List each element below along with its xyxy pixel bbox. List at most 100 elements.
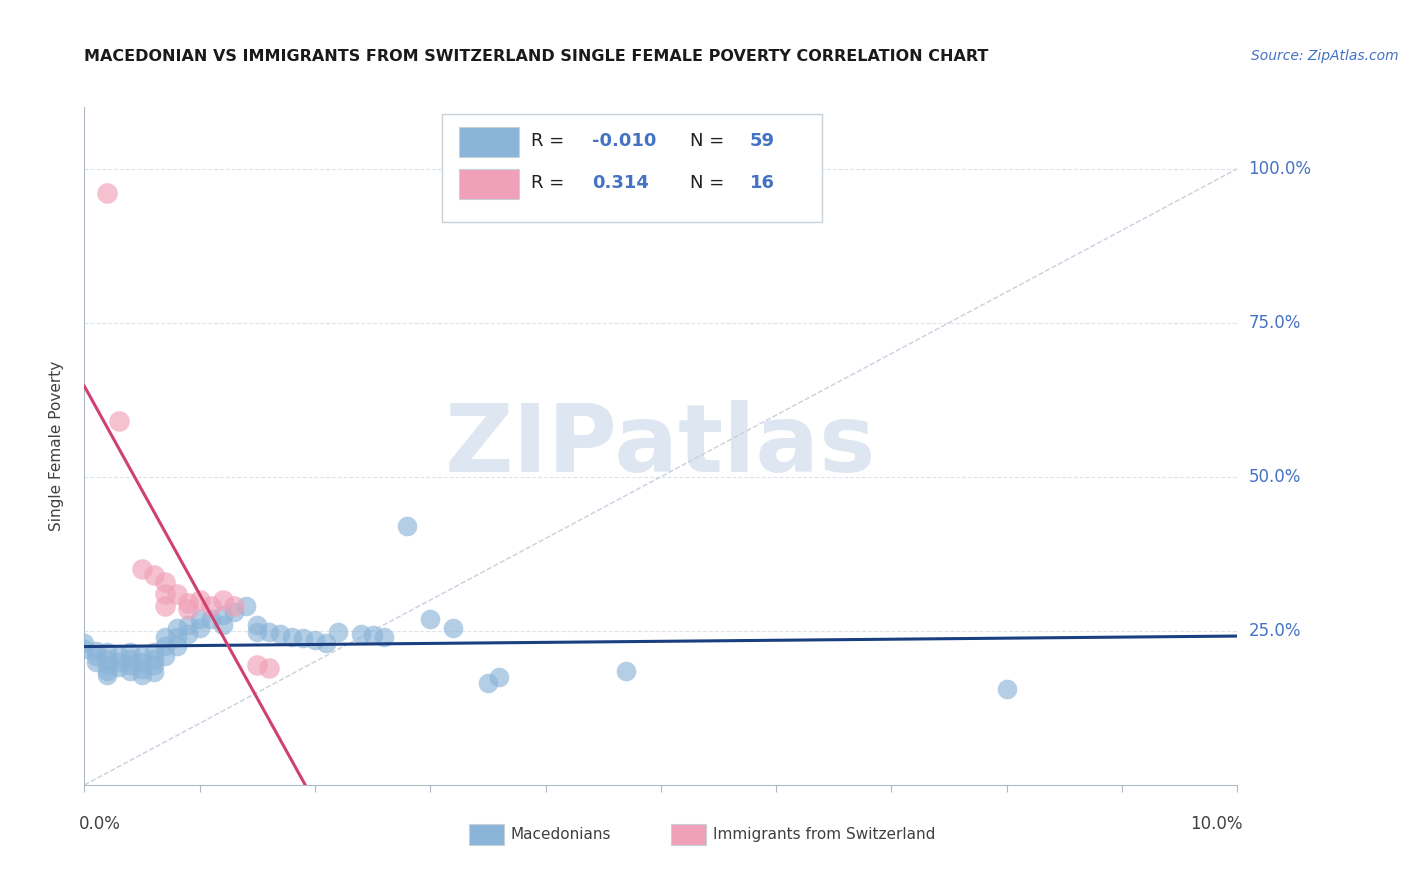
Text: Macedonians: Macedonians <box>510 827 612 842</box>
Text: 75.0%: 75.0% <box>1249 314 1301 332</box>
FancyBboxPatch shape <box>441 114 823 222</box>
Point <box>131 668 153 682</box>
Point <box>96 668 118 682</box>
Text: 16: 16 <box>749 174 775 192</box>
Point <box>396 519 419 533</box>
Point <box>131 648 153 663</box>
Point <box>84 655 107 669</box>
Point <box>84 648 107 663</box>
Point <box>142 568 165 582</box>
Point <box>153 587 176 601</box>
Point <box>153 630 176 644</box>
Text: 100.0%: 100.0% <box>1249 160 1312 178</box>
Point <box>73 636 96 650</box>
Text: 0.314: 0.314 <box>592 174 648 192</box>
Point <box>166 621 188 635</box>
Point <box>153 599 176 614</box>
Point <box>361 628 384 642</box>
FancyBboxPatch shape <box>671 824 706 845</box>
Point <box>108 414 131 428</box>
Point <box>96 645 118 659</box>
Point <box>441 621 464 635</box>
Point <box>350 627 373 641</box>
Point <box>224 599 246 614</box>
Point <box>269 627 291 641</box>
Point <box>177 602 200 616</box>
Text: MACEDONIAN VS IMMIGRANTS FROM SWITZERLAND SINGLE FEMALE POVERTY CORRELATION CHAR: MACEDONIAN VS IMMIGRANTS FROM SWITZERLAN… <box>84 49 988 64</box>
Point <box>257 625 280 640</box>
Point <box>246 617 269 632</box>
Point <box>153 648 176 663</box>
FancyBboxPatch shape <box>470 824 503 845</box>
Point <box>235 599 257 614</box>
Point <box>96 664 118 678</box>
Point <box>131 655 153 669</box>
Point <box>131 562 153 576</box>
Point <box>142 645 165 659</box>
Point <box>120 664 142 678</box>
Text: Immigrants from Switzerland: Immigrants from Switzerland <box>713 827 935 842</box>
Point <box>142 657 165 672</box>
Point <box>292 632 315 646</box>
Text: 50.0%: 50.0% <box>1249 467 1301 486</box>
Point <box>166 630 188 644</box>
Point <box>153 574 176 589</box>
Point <box>153 640 176 654</box>
Point <box>108 659 131 673</box>
FancyBboxPatch shape <box>460 169 519 199</box>
Point <box>166 587 188 601</box>
Point <box>96 186 118 201</box>
Point <box>84 643 107 657</box>
Point <box>304 633 326 648</box>
Point <box>257 661 280 675</box>
Point <box>246 657 269 672</box>
Point <box>142 665 165 680</box>
Point <box>326 625 349 640</box>
Text: 59: 59 <box>749 132 775 150</box>
Point <box>477 676 499 690</box>
Point <box>96 657 118 672</box>
Point <box>315 636 337 650</box>
Text: -0.010: -0.010 <box>592 132 657 150</box>
Point <box>200 611 222 625</box>
Y-axis label: Single Female Poverty: Single Female Poverty <box>49 361 63 531</box>
Text: 10.0%: 10.0% <box>1191 815 1243 833</box>
Point <box>73 642 96 657</box>
FancyBboxPatch shape <box>460 128 519 157</box>
Text: R =: R = <box>530 132 569 150</box>
Text: N =: N = <box>690 174 730 192</box>
Text: Source: ZipAtlas.com: Source: ZipAtlas.com <box>1251 49 1399 63</box>
Point <box>373 630 395 644</box>
Point <box>177 596 200 610</box>
Point <box>166 640 188 654</box>
Point <box>188 621 211 635</box>
Point <box>211 608 233 623</box>
Text: 0.0%: 0.0% <box>79 815 121 833</box>
Point <box>142 651 165 665</box>
Point <box>131 662 153 676</box>
Point <box>177 617 200 632</box>
Point <box>211 617 233 632</box>
Text: R =: R = <box>530 174 569 192</box>
Point <box>419 611 441 625</box>
Point <box>120 645 142 659</box>
Point <box>614 664 637 678</box>
Point <box>188 593 211 607</box>
Point <box>281 630 304 644</box>
Point <box>120 651 142 665</box>
Point <box>177 627 200 641</box>
Point <box>188 611 211 625</box>
Point <box>224 606 246 620</box>
Text: N =: N = <box>690 132 730 150</box>
Point <box>120 657 142 672</box>
Point <box>246 625 269 640</box>
Text: 25.0%: 25.0% <box>1249 622 1301 640</box>
Point <box>995 682 1018 697</box>
Point <box>488 670 510 684</box>
Point <box>108 655 131 669</box>
Point <box>96 651 118 665</box>
Point <box>200 599 222 614</box>
Point <box>211 593 233 607</box>
Point <box>108 648 131 663</box>
Text: ZIPatlas: ZIPatlas <box>446 400 876 492</box>
